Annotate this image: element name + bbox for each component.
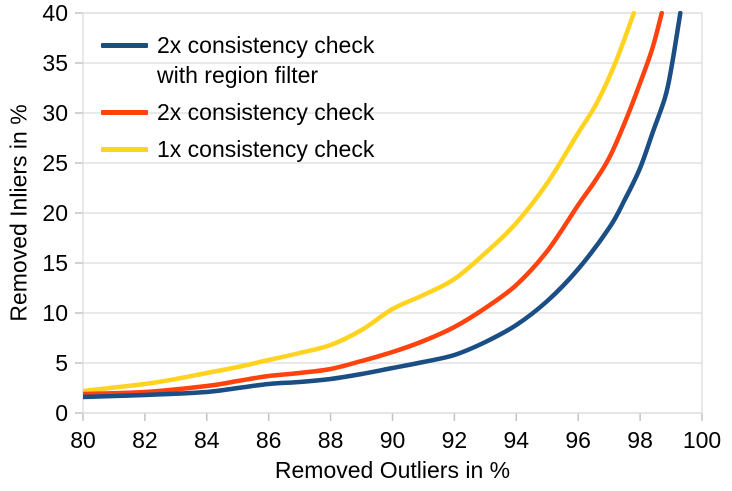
x-tick-label: 82 — [132, 427, 158, 453]
x-tick-label: 86 — [256, 427, 282, 453]
legend: 2x consistency check with region filter 2… — [101, 30, 409, 171]
y-tick-label: 25 — [42, 150, 68, 176]
y-axis-title: Removed Inliers in % — [5, 104, 32, 322]
x-tick-label: 98 — [627, 427, 653, 453]
x-tick-label: 94 — [504, 427, 530, 453]
series-line-2 — [83, 11, 637, 394]
series-line-1 — [83, 11, 665, 397]
y-tick-label: 40 — [42, 0, 68, 26]
x-tick-label: 92 — [442, 427, 468, 453]
x-tick-label: 100 — [683, 427, 721, 453]
y-tick-label: 30 — [42, 100, 68, 126]
y-tick-label: 10 — [42, 300, 68, 326]
y-tick-label: 20 — [42, 200, 68, 226]
legend-item: 2x consistency check — [101, 97, 409, 127]
x-tick-label: 80 — [70, 427, 96, 453]
plot-border — [82, 12, 703, 414]
y-tick-label: 0 — [55, 400, 68, 426]
x-tick-label: 88 — [318, 427, 344, 453]
x-axis-title: Removed Outliers in % — [274, 457, 511, 483]
legend-line-swatch — [101, 43, 148, 48]
x-tick-label: 90 — [380, 427, 406, 453]
y-tick-label: 35 — [42, 50, 68, 76]
legend-line-swatch — [101, 147, 148, 152]
x-tick-label: 96 — [565, 427, 591, 453]
legend-item: 2x consistency check with region filter — [101, 30, 409, 90]
legend-label: 2x consistency check with region filter — [157, 32, 375, 88]
legend-label: 2x consistency check — [157, 99, 375, 125]
x-tick-label: 84 — [194, 427, 220, 453]
legend-item: 1x consistency check — [101, 134, 409, 164]
legend-label: 1x consistency check — [157, 136, 375, 162]
legend-line-swatch — [101, 110, 148, 115]
y-tick-label: 5 — [55, 350, 68, 376]
series-line-0 — [83, 11, 683, 400]
y-tick-label: 15 — [42, 250, 68, 276]
